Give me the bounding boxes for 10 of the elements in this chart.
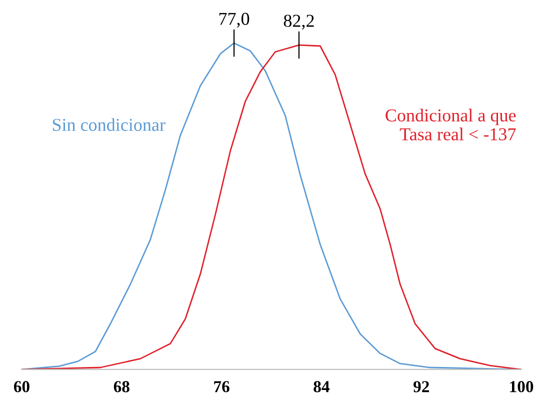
- x-tick-label: 84: [314, 381, 330, 392]
- x-tick-label: 92: [413, 381, 429, 392]
- series-label: Condicional a que Tasa real < -137: [386, 108, 516, 140]
- x-tick-label: 68: [114, 381, 130, 392]
- x-tick-label: 100: [510, 381, 534, 392]
- annotation: 77,0: [219, 12, 250, 28]
- x-tick-label: 60: [14, 381, 30, 392]
- annotation: 82,2: [284, 14, 314, 30]
- x-tick-label: 76: [214, 381, 230, 392]
- series-label: Sin condicionar: [52, 118, 166, 131]
